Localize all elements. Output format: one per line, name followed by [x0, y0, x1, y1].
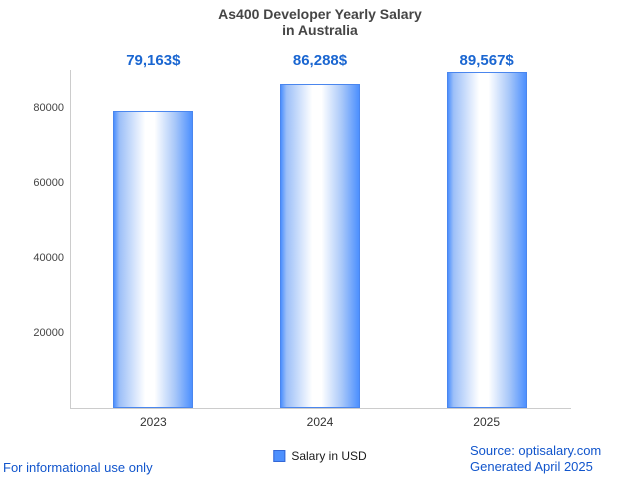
bar-value-label: 79,163$ — [126, 52, 181, 69]
chart-title-line2: in Australia — [282, 22, 358, 38]
legend-swatch-icon — [273, 450, 286, 462]
bar-value-label: 86,288$ — [292, 52, 348, 69]
x-axis-label: 2024 — [306, 415, 334, 429]
bar-2025[interactable] — [446, 71, 527, 408]
y-axis-tick-label: 40000 — [33, 251, 64, 264]
y-axis-line — [70, 70, 71, 408]
x-axis-label: 2023 — [139, 415, 167, 429]
y-axis-tick-label: 60000 — [33, 176, 64, 189]
bar-2023[interactable] — [113, 110, 194, 408]
chart-legend[interactable]: Salary in USD — [273, 449, 367, 463]
source-link[interactable]: Source: optisalary.com — [470, 443, 602, 458]
y-axis-tick-label: 80000 — [33, 101, 64, 114]
y-axis-tick-label: 20000 — [33, 326, 64, 339]
x-axis-line — [70, 408, 571, 409]
generated-date: Generated April 2025 — [470, 459, 593, 474]
chart-title: As400 Developer Yearly Salary in Austral… — [0, 6, 640, 38]
bar-value-label: 89,567$ — [459, 52, 514, 69]
source-block: Source: optisalary.com Generated April 2… — [470, 443, 601, 475]
x-axis-label: 2025 — [473, 415, 500, 429]
chart-title-line1: As400 Developer Yearly Salary — [218, 6, 422, 22]
legend-label: Salary in USD — [291, 449, 367, 463]
bar-2024[interactable] — [280, 83, 360, 408]
informational-note: For informational use only — [3, 460, 153, 475]
